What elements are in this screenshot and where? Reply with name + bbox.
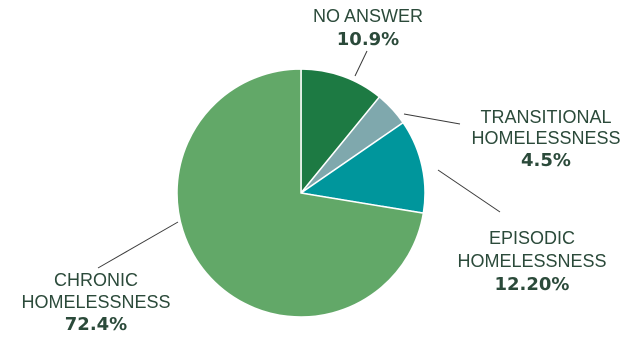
slice-value-0: 10.9% xyxy=(337,29,399,50)
leader-line-1 xyxy=(403,113,461,125)
leader-lines xyxy=(97,50,501,269)
slice-value-2: 12.20% xyxy=(495,274,570,295)
pie-slice-2 xyxy=(299,121,426,215)
slice-value-1: 4.5% xyxy=(521,150,571,171)
leader-line-2 xyxy=(437,169,501,213)
slice-label-1-line-1: HOMELESSNESS xyxy=(471,128,620,148)
slice-label-2-line-0: EPISODIC xyxy=(489,228,575,248)
slice-value-3: 72.4% xyxy=(65,314,127,335)
pie-slice-3 xyxy=(176,68,425,318)
pie-slices xyxy=(176,68,426,318)
slice-label-1-line-0: TRANSITIONAL xyxy=(480,107,611,127)
leader-line-3 xyxy=(97,221,179,269)
slice-label-2-line-1: HOMELESSNESS xyxy=(457,251,606,271)
pie-slice-0 xyxy=(300,68,381,196)
slice-labels: NO ANSWER10.9%TRANSITIONALHOMELESSNESS4.… xyxy=(21,6,620,335)
slice-label-3-line-1: HOMELESSNESS xyxy=(21,292,170,312)
slice-label-3-line-0: CHRONIC xyxy=(54,270,138,290)
leader-line-0 xyxy=(354,50,368,77)
slice-label-0-line-0: NO ANSWER xyxy=(313,6,423,26)
